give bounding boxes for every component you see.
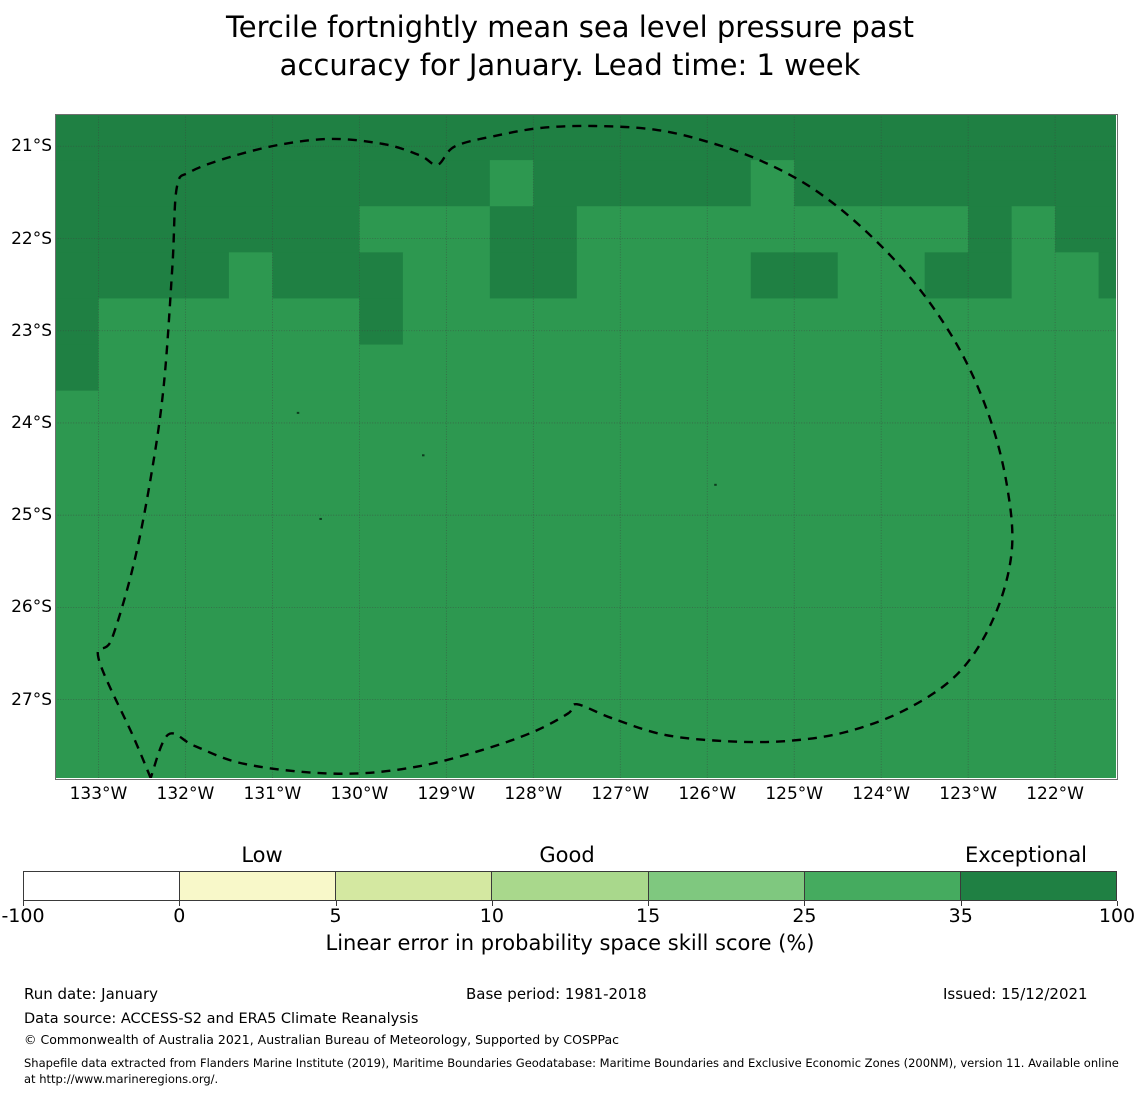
latitude-tick-label: 22°S	[11, 228, 52, 249]
heatmap-cell	[55, 160, 99, 253]
heatmap-cell	[98, 206, 360, 253]
colorbar-tick-mark	[1117, 901, 1118, 906]
colorbar-segment	[960, 872, 1116, 900]
colorbar-tick-label: 15	[636, 905, 661, 927]
heatmap-cell	[489, 160, 534, 207]
colorbar-tick-mark	[648, 901, 650, 906]
heatmap-cell	[1098, 252, 1116, 299]
heatmap-cell	[55, 298, 99, 346]
colorbar-segment	[180, 872, 337, 900]
longitude-tick-label: 127°W	[591, 784, 650, 804]
heatmap-cell	[533, 160, 752, 207]
longitude-tick-label: 130°W	[330, 784, 389, 804]
heatmap-cell	[359, 298, 404, 346]
colorbar-segment	[492, 872, 649, 900]
heatmap-cell	[750, 160, 795, 207]
eez-boundary-layer	[96, 124, 1014, 778]
longitude-tick-label: 123°W	[939, 784, 998, 804]
colorbar-band-label: Low	[241, 843, 283, 867]
longitude-tick-label: 128°W	[504, 784, 563, 804]
heatmap-cell	[272, 252, 404, 299]
latitude-tick-label: 23°S	[11, 320, 52, 341]
heatmap-cell	[55, 252, 230, 299]
colorbar-band-label: Exceptional	[964, 843, 1088, 867]
longitude-tick-label: 126°W	[678, 784, 737, 804]
longitude-tick-label: 132°W	[156, 784, 215, 804]
heatmap-cell	[576, 206, 969, 253]
heatmap-cell	[1055, 206, 1116, 253]
colorbar-tick-mark	[23, 901, 24, 906]
heatmap-cell	[359, 206, 491, 253]
heatmap-cell	[55, 114, 1116, 161]
colorbar-tick-label: 100	[1098, 905, 1136, 927]
land-mark	[714, 483, 717, 486]
colorbar-tick-mark	[491, 901, 493, 906]
heatmap-cell	[98, 160, 491, 207]
heatmap-cell	[55, 390, 1116, 778]
footer-base-period: Base period: 1981-2018	[466, 985, 647, 1003]
heatmap-cell	[98, 298, 360, 346]
page-title: Tercile fortnightly mean sea level press…	[0, 8, 1140, 84]
colorbar-axis	[23, 901, 1118, 911]
longitude-tick-label: 122°W	[1026, 784, 1084, 804]
colorbar-segment	[24, 872, 181, 900]
colorbar-tick-label: 5	[329, 905, 342, 927]
colorbar-tick-mark	[179, 901, 181, 906]
longitude-tick-label: 124°W	[852, 784, 911, 804]
land-mark	[296, 411, 300, 414]
latitude-tick-label: 24°S	[11, 412, 52, 433]
footer-copyright: © Commonwealth of Australia 2021, Austra…	[24, 1032, 619, 1047]
latitude-tick-label: 26°S	[11, 597, 52, 618]
footer: Run date: January Base period: 1981-2018…	[0, 985, 1140, 1095]
colorbar-tick-label: 0	[173, 905, 186, 927]
heatmap-cell	[402, 298, 1116, 346]
longitude-tick-label: 125°W	[765, 784, 824, 804]
colorbar-tick-label: -100	[1, 905, 45, 927]
colorbar-tick-mark	[335, 901, 337, 906]
footer-data-source: Data source: ACCESS-S2 and ERA5 Climate …	[24, 1011, 419, 1027]
colorbar-axis-label: Linear error in probability space skill …	[325, 931, 815, 955]
heatmap-cell	[794, 160, 1116, 207]
heatmap-cell	[968, 206, 1013, 253]
heatmap-cell	[98, 344, 1116, 392]
heatmap-cell	[228, 252, 273, 299]
footer-issued-date: Issued: 15/12/2021	[943, 985, 1088, 1003]
latitude-tick-label: 27°S	[11, 689, 52, 710]
page-title-line-1: Tercile fortnightly mean sea level press…	[225, 10, 915, 44]
land-mark	[319, 517, 322, 520]
longitude-tick-label: 131°W	[243, 784, 302, 804]
colorbar-segment	[804, 872, 961, 900]
colorbar-segment	[336, 872, 493, 900]
colorbar-band-labels: Low Good Exceptional	[0, 843, 1140, 869]
heatmap-cell	[576, 252, 752, 299]
eez-boundary-line	[96, 124, 1014, 778]
colorbar-tick-mark	[804, 901, 806, 906]
longitude-tick-label: 133°W	[69, 784, 128, 804]
latitude-tick-label: 21°S	[11, 136, 52, 157]
latitude-tick-label: 25°S	[11, 505, 52, 526]
skill-score-map	[55, 114, 1116, 778]
colorbar-segment	[648, 872, 805, 900]
colorbar-band-label: Good	[539, 843, 595, 867]
colorbar-tick-label: 25	[792, 905, 817, 927]
heatmap-cell	[55, 344, 99, 392]
map-gridlines-layer	[55, 114, 1116, 778]
heatmap-cells-layer	[55, 114, 1116, 778]
longitude-tick-label: 129°W	[417, 784, 476, 804]
colorbar-tick-mark	[960, 901, 962, 906]
colorbar-tick-label: 10	[479, 905, 504, 927]
heatmap-cell	[1011, 206, 1056, 253]
colorbar	[23, 871, 1117, 901]
heatmap-cell	[489, 206, 578, 253]
footer-shapefile-attribution: Shapefile data extracted from Flanders M…	[24, 1056, 1119, 1086]
land-mark	[422, 454, 425, 457]
footer-run-date: Run date: January	[24, 985, 159, 1003]
page-title-line-2: accuracy for January. Lead time: 1 week	[279, 48, 861, 82]
colorbar-tick-label: 35	[948, 905, 973, 927]
